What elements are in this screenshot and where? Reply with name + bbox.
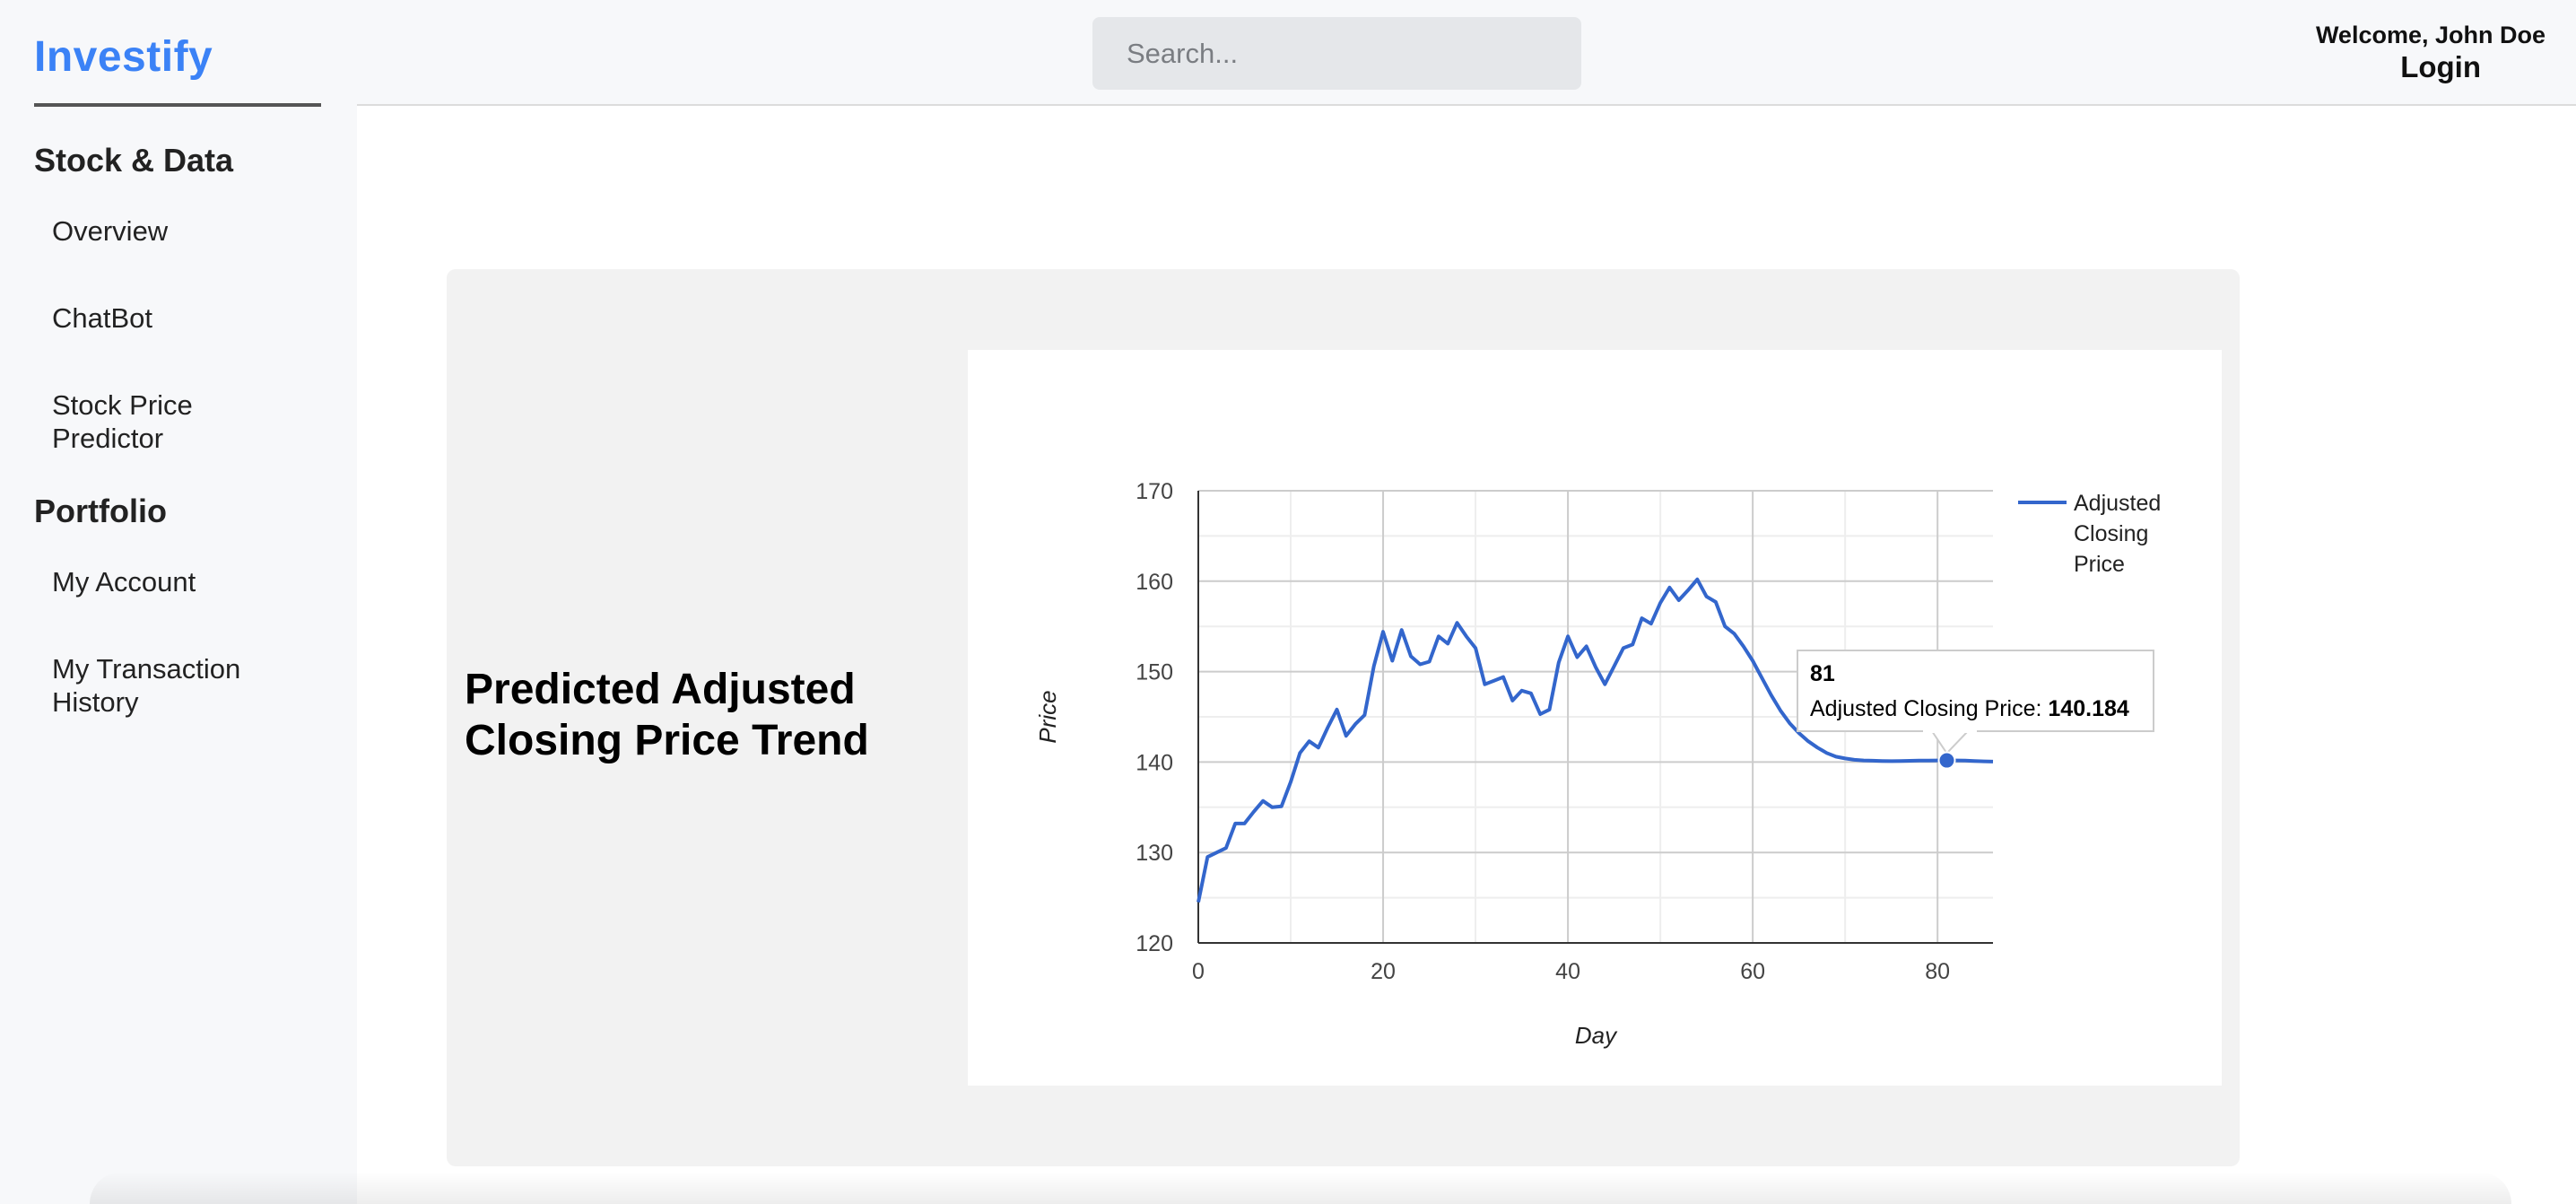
y-tick-label: 160 xyxy=(1136,570,1173,595)
y-axis-title: Price xyxy=(1034,690,1061,743)
price-chart[interactable]: 120 130 140 150 160 170 0 20 40 60 80 Day Price Adjus… xyxy=(968,350,2222,1086)
top-header: Welcome, John Doe Login xyxy=(357,0,2576,106)
tooltip-x-value: 81 xyxy=(1810,661,1835,686)
brand-logo[interactable]: Investify xyxy=(34,33,213,81)
tooltip-seam xyxy=(1923,729,1977,733)
login-button[interactable]: Login xyxy=(2400,50,2481,83)
sidebar-item-stock-price-predictor[interactable]: Stock Price Predictor xyxy=(52,389,193,454)
nav-section-stock-data: Stock & Data xyxy=(34,142,234,179)
sidebar-item-my-transaction-history[interactable]: My Transaction History xyxy=(52,653,241,718)
bottom-shadow xyxy=(90,1172,2511,1204)
welcome-text: Welcome, John Doe xyxy=(2315,22,2546,48)
x-axis-title: Day xyxy=(1575,1022,1618,1049)
y-tick-label: 150 xyxy=(1136,660,1173,685)
brand-divider xyxy=(34,103,321,107)
x-tick-label: 40 xyxy=(1555,959,1580,984)
search-input[interactable] xyxy=(1092,17,1581,90)
tooltip-box xyxy=(1797,650,2154,732)
chart-container: 120 130 140 150 160 170 0 20 40 60 80 Day Price Adjus… xyxy=(968,350,2222,1086)
hovered-data-point[interactable] xyxy=(1937,751,1956,770)
legend-label: Adjusted Closing Price xyxy=(2074,491,2161,577)
sidebar-item-overview[interactable]: Overview xyxy=(52,215,169,247)
prediction-card: Predicted Adjusted Closing Price Trend 1… xyxy=(447,269,2240,1166)
tooltip-value: Adjusted Closing Price: 140.184 xyxy=(1810,696,2129,721)
sidebar-item-chatbot[interactable]: ChatBot xyxy=(52,302,153,334)
sidebar-item-my-account[interactable]: My Account xyxy=(52,566,196,598)
y-tick-label: 170 xyxy=(1136,479,1173,504)
sidebar: Investify Stock & Data Overview ChatBot … xyxy=(0,0,357,1204)
card-title: Predicted Adjusted Closing Price Trend xyxy=(465,666,869,764)
x-tick-label: 20 xyxy=(1371,959,1396,984)
nav-section-portfolio: Portfolio xyxy=(34,493,167,529)
x-tick-label: 80 xyxy=(1925,959,1950,984)
y-tick-label: 140 xyxy=(1136,750,1173,775)
series-line-adjusted-closing-price[interactable] xyxy=(1197,577,1994,903)
x-tick-label: 0 xyxy=(1192,959,1205,984)
y-tick-label: 130 xyxy=(1136,841,1173,866)
x-tick-label: 60 xyxy=(1740,959,1765,984)
y-tick-label: 120 xyxy=(1136,931,1173,956)
